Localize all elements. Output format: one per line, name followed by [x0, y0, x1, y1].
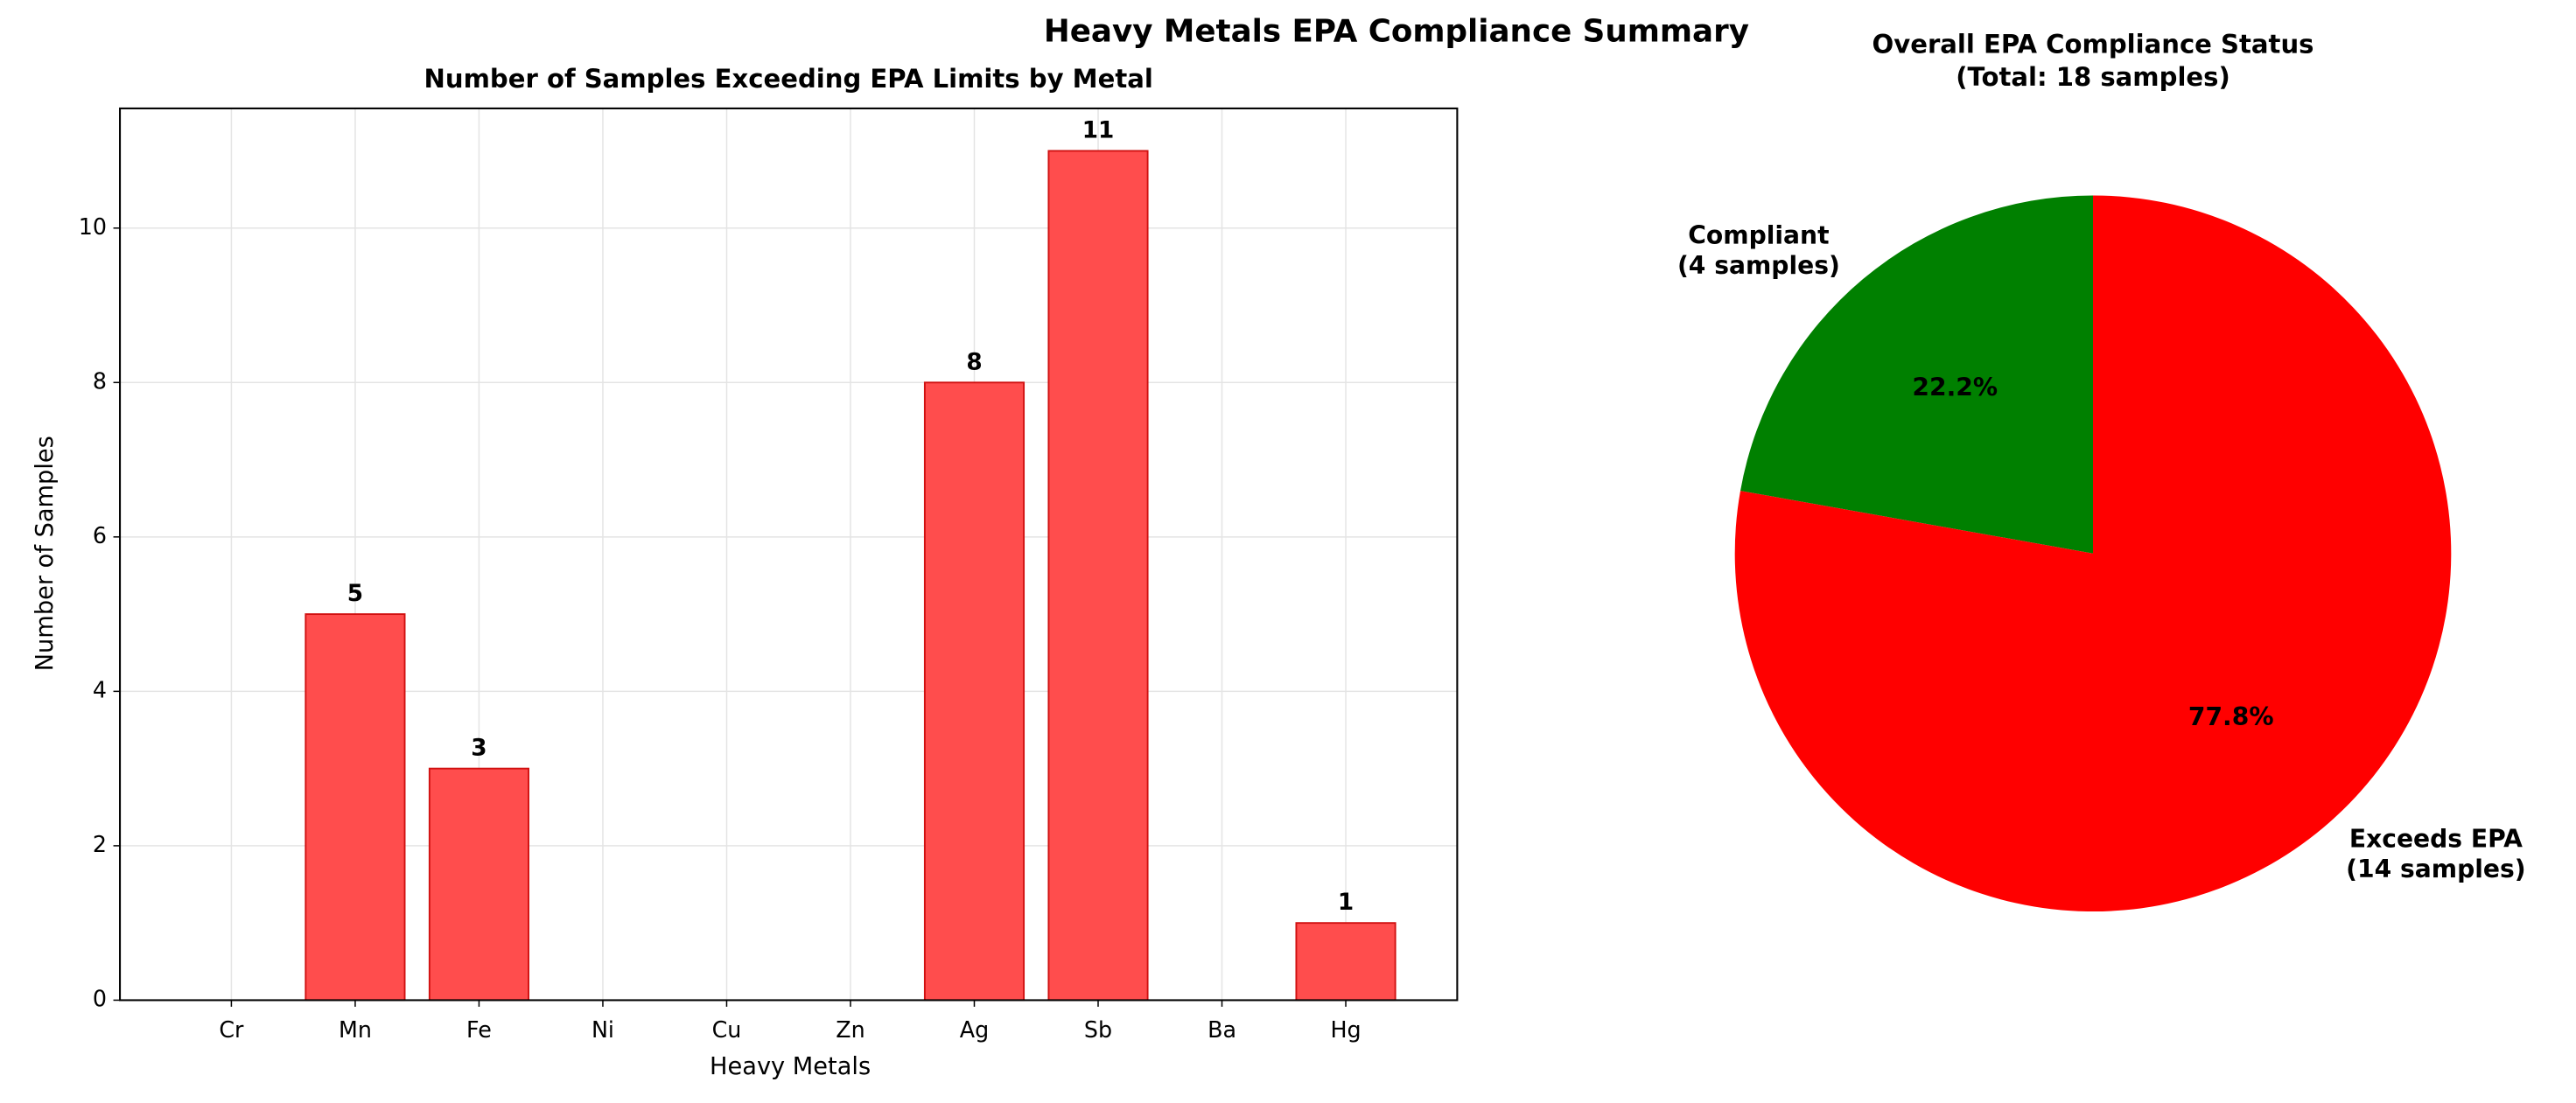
plot-frame [119, 107, 1459, 1002]
x-tick-label: Ni [592, 1016, 614, 1043]
figure-title: Heavy Metals EPA Compliance Summary [1044, 14, 1749, 50]
x-tick-label: Cu [712, 1016, 742, 1043]
value-label: 22.2% [1912, 373, 1998, 402]
bar [1295, 922, 1396, 1002]
x-tick-label: Fe [466, 1016, 492, 1043]
y-tick-label: 4 [93, 676, 107, 702]
bar [923, 381, 1026, 1002]
value-label: 77.8% [2188, 702, 2274, 731]
y-tick-label: 6 [93, 522, 107, 548]
slice-label: (14 samples) [2346, 855, 2525, 883]
y-tick-label: 10 [79, 213, 107, 240]
value-label: 1 [1338, 890, 1354, 916]
y-tick-label: 8 [93, 367, 107, 394]
value-label: 3 [471, 736, 486, 762]
x-tick-label: Zn [836, 1016, 864, 1043]
slice-label: Exceeds EPA [2349, 824, 2523, 853]
pie-title: Overall EPA Compliance Status [1872, 30, 2314, 59]
x-tick-label: Cr [219, 1016, 244, 1043]
x-tick-label: Ag [960, 1016, 989, 1043]
bar [304, 613, 406, 1002]
x-tick-label: Ba [1208, 1016, 1236, 1043]
value-label: 11 [1082, 117, 1115, 143]
y-axis-label: Number of Samples [32, 436, 59, 671]
bar [428, 767, 529, 1002]
bar-title: Number of Samples Exceeding EPA Limits b… [424, 64, 1153, 94]
slice-label: Compliant [1688, 220, 1829, 249]
bar [1047, 150, 1149, 1002]
x-tick-label: Hg [1330, 1016, 1361, 1043]
pie-slice [1734, 195, 2452, 912]
y-tick-label: 2 [93, 831, 107, 857]
slice-label: (4 samples) [1677, 251, 1840, 280]
pie-title: (Total: 18 samples) [1956, 62, 2230, 92]
pie-slice [1740, 195, 2093, 554]
x-tick-label: Mn [339, 1016, 372, 1043]
x-tick-label: Sb [1084, 1016, 1112, 1043]
value-label: 5 [347, 581, 363, 607]
value-label: 8 [966, 349, 982, 375]
x-axis-label: Heavy Metals [710, 1053, 871, 1080]
y-tick-label: 0 [93, 985, 107, 1011]
